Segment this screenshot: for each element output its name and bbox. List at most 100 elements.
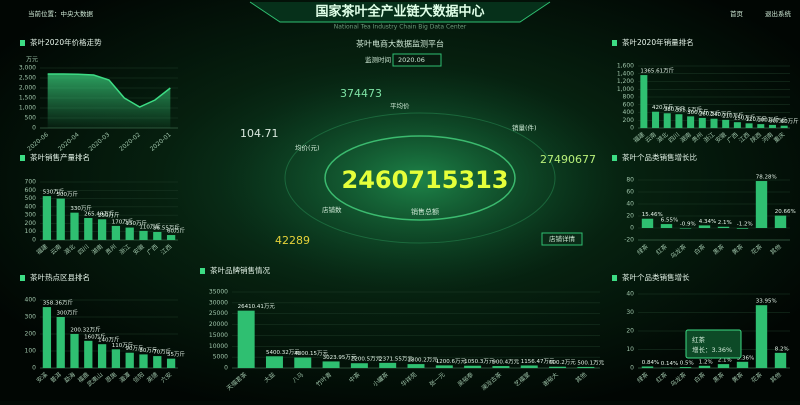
y-tick-label: 10 — [626, 346, 634, 353]
y-tick-label: 1,200 — [617, 78, 634, 85]
stat-value: 104.71 — [240, 127, 279, 140]
y-tick-label: 2,000 — [19, 85, 36, 92]
y-tick-label: 200 — [25, 220, 37, 227]
bar — [464, 366, 481, 368]
value-label: 33.95% — [756, 299, 777, 305]
value-label: 0.14% — [661, 361, 678, 367]
y-tick-label: 600 — [25, 187, 37, 194]
stat-label: 平均价 — [390, 101, 410, 110]
bar — [153, 356, 161, 368]
value-label: 200.32万斤 — [70, 325, 101, 333]
panel-marker — [612, 275, 617, 281]
value-label: 2200.5万元 — [351, 356, 382, 363]
bar — [699, 118, 706, 128]
bar — [577, 367, 594, 368]
y-axis-label: 万元 — [26, 57, 38, 64]
value-label: 0.5% — [680, 361, 694, 367]
panel-title: 茶叶销售产量排名 — [30, 152, 90, 162]
bar — [756, 181, 767, 228]
y-tick-label: 1,500 — [19, 95, 36, 102]
nav-logout[interactable]: 退出系统 — [765, 9, 792, 18]
y-tick-label: 80 — [626, 177, 634, 184]
stat-value: 27490677 — [540, 153, 596, 166]
bar — [126, 228, 134, 240]
total-label: 销售总额 — [411, 207, 439, 216]
y-tick-label: 1,000 — [617, 86, 634, 93]
value-label: 600.2万元 — [549, 359, 576, 366]
bar — [737, 362, 748, 368]
value-label: -0.9% — [680, 222, 696, 228]
value-label: 500.1万元 — [577, 359, 604, 366]
header-title: 国家茶叶全产业链大数据中心 — [315, 4, 484, 20]
y-tick-label: 0 — [630, 125, 634, 132]
y-tick-label: 600 — [623, 101, 635, 108]
bar — [492, 366, 509, 368]
value-label: 26410.41万元 — [238, 303, 276, 310]
bar — [549, 367, 566, 368]
value-label: 500万斤 — [57, 190, 79, 198]
y-tick-label: 400 — [25, 203, 37, 210]
bar — [521, 365, 538, 368]
bar — [43, 196, 51, 240]
value-label: 1200.6万元 — [436, 358, 467, 365]
bar — [57, 317, 65, 368]
y-tick-label: 15000 — [209, 332, 228, 339]
bar — [408, 364, 425, 368]
bar — [775, 353, 786, 368]
detail-button-label[interactable]: 店铺详情 — [549, 234, 576, 243]
value-label: 1.2% — [699, 359, 713, 365]
bar — [640, 75, 647, 128]
y-tick-label: 200 — [623, 117, 635, 124]
y-tick-label: 40 — [626, 291, 634, 298]
value-label: 4.34% — [699, 219, 716, 225]
panel-title: 茶叶2020年价格走势 — [30, 37, 102, 47]
panel-marker — [20, 275, 25, 281]
bar — [661, 224, 672, 228]
y-tick-label: 0 — [32, 125, 36, 132]
panel-title: 茶叶个品类销售增长比 — [622, 152, 697, 162]
panel-marker — [612, 155, 617, 161]
bar — [652, 112, 659, 128]
panel-marker — [612, 40, 617, 46]
bar — [112, 226, 120, 240]
center-title: 茶叶电商大数据监测平台 — [356, 39, 444, 49]
value-label: 6.55% — [661, 218, 678, 224]
y-tick-label: 2,500 — [19, 75, 36, 82]
y-tick-label: 5000 — [213, 354, 228, 361]
y-tick-label: 400 — [25, 297, 37, 304]
tooltip-title: 红茶 — [692, 335, 706, 344]
panel-marker — [20, 40, 25, 46]
total-value: 2460715313 — [342, 166, 509, 194]
y-tick-label: 500 — [25, 195, 37, 202]
value-label: 900.4万元 — [492, 359, 519, 366]
y-tick-label: 3,000 — [19, 65, 36, 72]
bar — [98, 344, 106, 368]
y-tick-label: 10000 — [209, 343, 228, 350]
panel-title: 茶叶2020年销量排名 — [622, 37, 694, 47]
bar — [642, 219, 653, 228]
y-tick-label: 35000 — [209, 289, 228, 296]
value-label: 1800.2万元 — [408, 357, 439, 364]
y-tick-label: 0 — [32, 365, 36, 372]
nav-home[interactable]: 首页 — [730, 9, 744, 18]
y-tick-label: 700 — [25, 179, 37, 186]
bar — [70, 334, 78, 368]
value-label: 300万斤 — [57, 309, 79, 317]
time-label: 监测时间 — [365, 55, 391, 64]
bar — [379, 363, 396, 368]
value-label: 78.28% — [756, 175, 777, 181]
y-tick-label: 25000 — [209, 310, 228, 317]
time-value[interactable]: 2020.06 — [398, 56, 425, 64]
bar — [642, 366, 653, 368]
stat-value: 374473 — [340, 87, 382, 100]
value-label: 0.84% — [642, 360, 659, 366]
y-tick-label: 30000 — [209, 299, 228, 306]
bar — [680, 228, 691, 229]
value-label: 1365.61万斤 — [640, 67, 674, 75]
bar — [153, 232, 161, 240]
bar — [680, 367, 691, 368]
bar — [781, 126, 788, 128]
bar — [294, 358, 311, 368]
y-tick-label: 300 — [25, 212, 37, 219]
